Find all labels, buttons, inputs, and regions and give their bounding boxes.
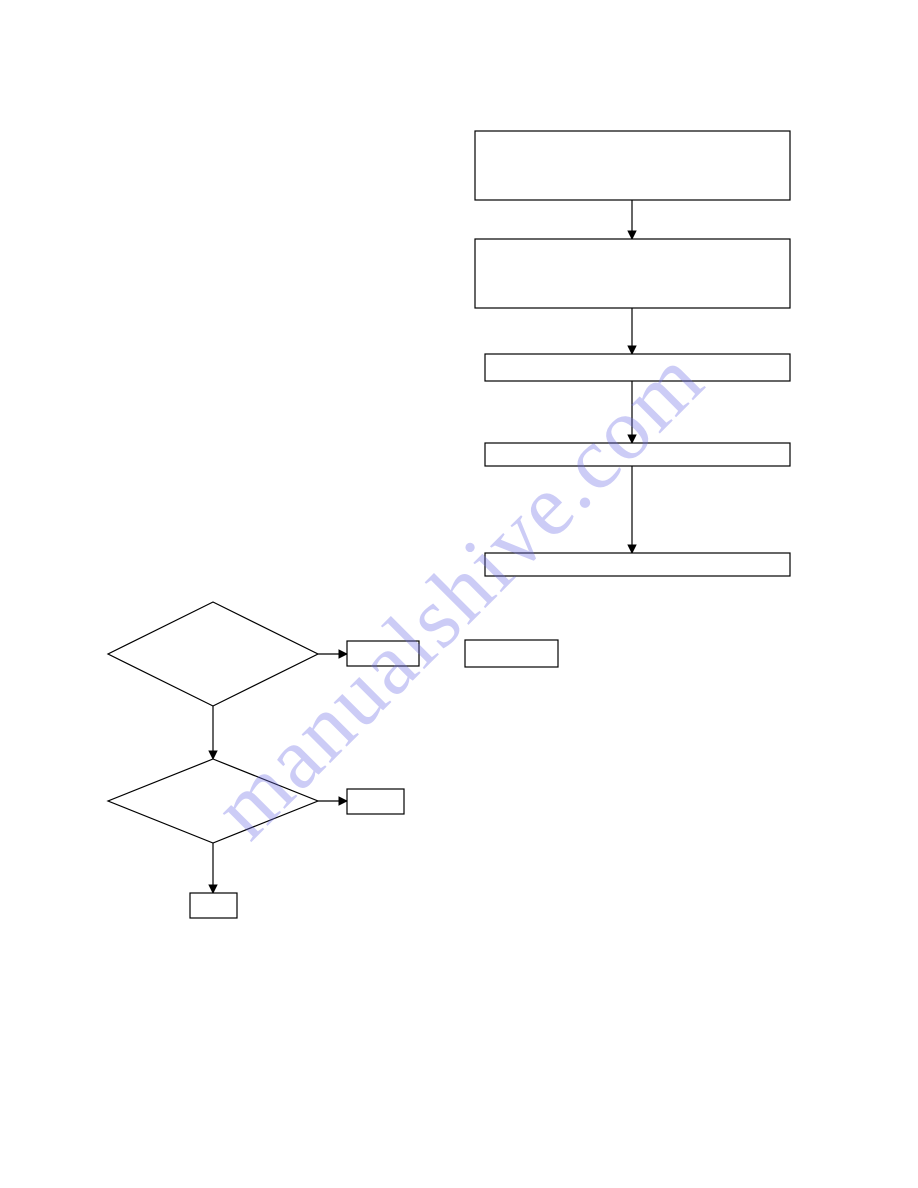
- flow-node-r6: [347, 641, 419, 666]
- flow-node-r3: [485, 354, 790, 381]
- flow-node-r7: [465, 640, 558, 667]
- flow-node-r1: [475, 131, 790, 200]
- flow-node-d2: [108, 759, 318, 843]
- flow-node-r2: [475, 239, 790, 308]
- flowchart-canvas: [0, 0, 918, 1188]
- flow-node-d1: [108, 602, 318, 706]
- flow-node-r9: [190, 893, 237, 918]
- flow-node-r4: [485, 443, 790, 466]
- flow-node-r5: [485, 553, 790, 576]
- flow-node-r8: [347, 789, 404, 814]
